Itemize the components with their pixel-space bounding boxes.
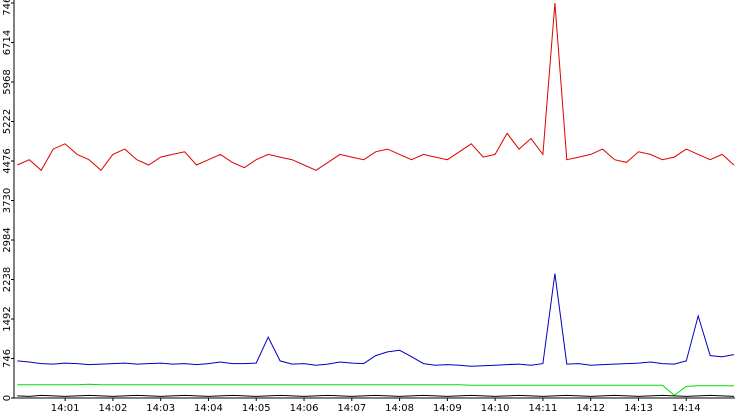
x-tick-label: 14:07 [337, 403, 366, 414]
x-tick-label: 14:06 [290, 403, 319, 414]
series-line [17, 383, 734, 397]
x-tick-label: 14:13 [624, 403, 653, 414]
y-tick-label: 5968 [2, 69, 13, 94]
y-tick-label: 2984 [2, 227, 13, 252]
series-line [17, 2, 735, 172]
y-tick-label: 6714 [2, 30, 13, 55]
x-tick-label: 14:01 [51, 403, 80, 414]
y-tick-label: 2238 [2, 267, 13, 292]
x-tick-label: 14:09 [433, 403, 462, 414]
x-tick-label: 14:03 [146, 403, 175, 414]
series-line [17, 273, 735, 367]
series-line [17, 394, 735, 397]
x-tick-label: 14:14 [672, 403, 701, 414]
y-tick-label: 5222 [2, 109, 13, 134]
x-tick-label: 14:04 [194, 403, 223, 414]
y-tick-label: 746 [2, 349, 13, 368]
x-tick-label: 14:11 [529, 403, 558, 414]
y-tick-label: 0 [2, 395, 13, 401]
x-tick-label: 14:08 [385, 403, 414, 414]
x-tick-label: 14:10 [481, 403, 510, 414]
y-tick-label: 4476 [2, 148, 13, 173]
x-tick-label: 14:12 [576, 403, 605, 414]
x-tick-label: 14:02 [98, 403, 127, 414]
y-tick-label: 1492 [2, 306, 13, 331]
y-tick-label: 3730 [2, 188, 13, 213]
x-tick-label: 14:05 [242, 403, 271, 414]
y-tick-label: 7460 [2, 0, 13, 16]
